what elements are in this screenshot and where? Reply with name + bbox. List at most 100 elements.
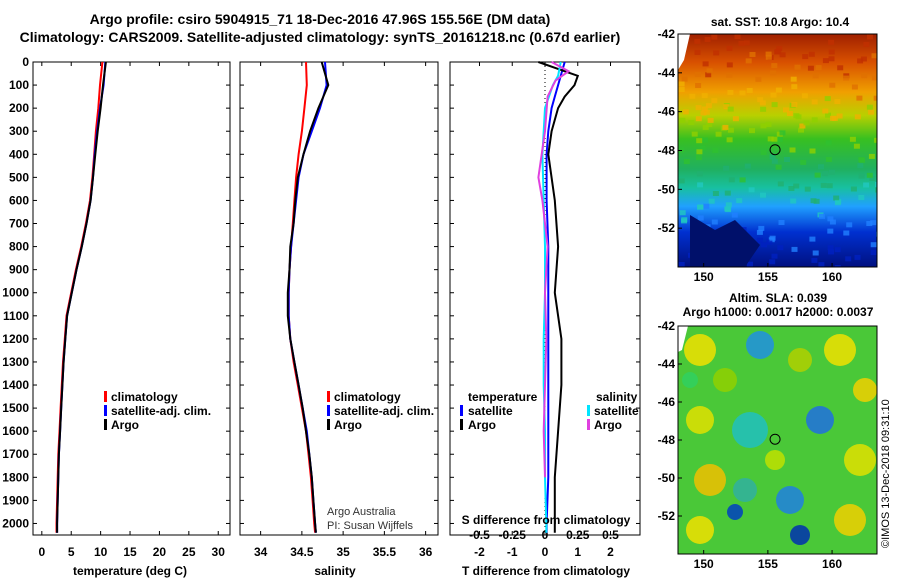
sla-anomaly-blob bbox=[824, 334, 856, 366]
temperature-legend: climatology satellite-adj. clim. Argo bbox=[104, 390, 211, 432]
sst-pixel bbox=[866, 172, 873, 178]
sst-pixel bbox=[837, 65, 844, 71]
sst-pixel bbox=[811, 117, 818, 123]
sst-pixel bbox=[771, 102, 778, 108]
y-tick-label: -52 bbox=[658, 221, 676, 235]
sst-pixel bbox=[707, 117, 714, 123]
sst-pixel bbox=[829, 219, 836, 225]
sst-pixel bbox=[825, 140, 832, 146]
sla-anomaly-blob bbox=[694, 464, 726, 496]
sst-pixel bbox=[871, 53, 877, 59]
sla-anomaly-blob bbox=[746, 331, 774, 359]
y-tick-label: 0 bbox=[22, 55, 29, 69]
sst-pixel bbox=[756, 229, 763, 235]
sst-pixel bbox=[713, 50, 720, 56]
sst-pixel bbox=[746, 88, 753, 93]
sst-pixel bbox=[769, 235, 776, 241]
sst-pixel bbox=[834, 99, 841, 104]
x-tick-label: 150 bbox=[694, 557, 714, 571]
sla-anomaly-blob bbox=[834, 504, 866, 536]
x-tick-label: 15 bbox=[123, 545, 137, 559]
x-tick-label: 155 bbox=[758, 557, 778, 571]
sst-pixel bbox=[814, 172, 821, 178]
sst-pixel bbox=[712, 191, 719, 196]
sst-pixel bbox=[744, 163, 751, 169]
sst-pixel bbox=[770, 70, 777, 76]
y-tick-label: 1000 bbox=[2, 286, 29, 300]
legend-swatch-satellite bbox=[327, 405, 330, 416]
sst-pixel bbox=[834, 265, 841, 267]
sst-pixel bbox=[808, 51, 815, 57]
sst-pixel bbox=[726, 45, 733, 51]
sst-pixel bbox=[706, 122, 713, 127]
sst-pixel bbox=[777, 181, 784, 187]
sst-pixel bbox=[830, 115, 836, 121]
sst-pixel bbox=[828, 49, 835, 55]
plot-frame bbox=[239, 61, 439, 536]
sst-pixel bbox=[825, 112, 831, 118]
sla-anomaly-blob bbox=[844, 444, 876, 476]
sst-pixel bbox=[769, 259, 776, 265]
sst-pixel bbox=[794, 64, 801, 70]
y-tick-label: 1600 bbox=[2, 424, 29, 438]
x-tick-label: 0 bbox=[38, 545, 45, 559]
sst-pixel bbox=[678, 81, 685, 87]
sla-anomaly-blob bbox=[853, 378, 877, 402]
sst-pixel bbox=[749, 52, 756, 57]
sla-anomaly-blob bbox=[682, 372, 698, 388]
sst-pixel bbox=[822, 171, 829, 177]
sst-pixel bbox=[705, 72, 712, 78]
y-tick-label: -50 bbox=[658, 471, 676, 485]
sst-pixel bbox=[791, 246, 798, 252]
sst-pixel bbox=[876, 37, 877, 43]
sla-anomaly-blob bbox=[686, 516, 714, 544]
y-tick-label: 1800 bbox=[2, 470, 29, 484]
sst-pixel bbox=[826, 183, 833, 189]
legend-label-argo: Argo bbox=[111, 418, 139, 432]
sst-pixel bbox=[736, 198, 743, 204]
sla-map-axes: 150 155 160 -42 -44 -46 -48 -50 -52 bbox=[658, 319, 843, 571]
sst-pixel bbox=[827, 228, 834, 234]
sst-pixel bbox=[715, 131, 722, 137]
sst-pixel bbox=[755, 76, 762, 82]
sst-pixel bbox=[776, 46, 783, 52]
sst-pixel bbox=[836, 113, 843, 119]
sst-pixel bbox=[827, 216, 834, 222]
y-tick-label: 1400 bbox=[2, 378, 29, 392]
y-tick-label: 1300 bbox=[2, 355, 29, 369]
top-tick-label: -0.5 bbox=[469, 528, 490, 542]
sst-pixel bbox=[811, 99, 818, 105]
y-tick-label: -46 bbox=[658, 105, 676, 119]
x-tick-label: -2 bbox=[474, 545, 485, 559]
sst-pixel bbox=[859, 157, 866, 163]
y-tick-label: 1900 bbox=[2, 493, 29, 507]
sst-pixel bbox=[807, 65, 814, 71]
sst-pixel bbox=[769, 154, 776, 160]
salinity-legend: climatology satellite-adj. clim. Argo bbox=[327, 390, 434, 432]
y-tick-label: 600 bbox=[9, 193, 29, 207]
sst-pixel bbox=[810, 198, 817, 204]
sst-pixel bbox=[866, 104, 873, 110]
sst-pixel bbox=[727, 127, 734, 133]
sst-pixel bbox=[863, 41, 870, 47]
sst-pixel bbox=[828, 39, 835, 45]
series-line bbox=[537, 61, 571, 478]
sst-pixel bbox=[843, 75, 850, 81]
legend-swatch-t-satellite bbox=[460, 405, 463, 416]
sst-pixel bbox=[739, 177, 746, 183]
sst-pixel bbox=[800, 159, 807, 165]
sst-pixel bbox=[854, 114, 861, 120]
sst-pixel bbox=[723, 165, 730, 171]
legend-swatch-t-argo bbox=[460, 419, 463, 430]
y-tick-label: 900 bbox=[9, 263, 29, 277]
sst-pixel bbox=[870, 242, 877, 248]
sst-pixel bbox=[760, 149, 767, 155]
sla-anomaly-blob bbox=[733, 478, 757, 502]
sst-pixel bbox=[774, 49, 781, 55]
sst-pixel bbox=[824, 96, 831, 102]
sst-pixel bbox=[771, 253, 778, 259]
sst-pixel bbox=[775, 87, 782, 93]
sst-pixel bbox=[738, 40, 745, 46]
sst-pixel bbox=[845, 256, 852, 262]
sst-pixel bbox=[812, 250, 819, 256]
